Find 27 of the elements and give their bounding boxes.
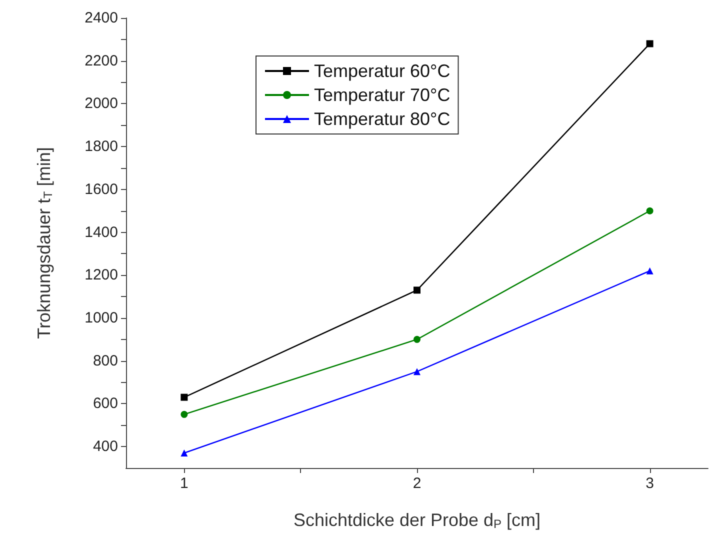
x-tick-label: 3	[646, 475, 654, 492]
point	[414, 286, 420, 294]
legend-label: Temperatur 60°C	[314, 61, 450, 81]
legend-label: Temperatur 80°C	[314, 109, 450, 129]
y-tick-label: 600	[92, 395, 118, 412]
y-tick-label: 1600	[84, 180, 118, 198]
point	[180, 394, 188, 401]
point	[180, 410, 188, 418]
y-tick-label: 400	[92, 438, 118, 456]
x-tick-label: 2	[412, 475, 422, 492]
y-tick-label: 1800	[84, 138, 118, 156]
y-tick-label: 800	[92, 352, 118, 370]
legend-label: Temperatur 70°C	[314, 85, 450, 105]
y-axis-title: Troknungsdauer tT [min]	[34, 147, 55, 339]
point	[414, 368, 420, 376]
point	[414, 336, 420, 343]
point	[180, 450, 188, 456]
y-tick-label: 2400	[84, 10, 118, 26]
point	[646, 267, 654, 274]
y-tick-label: 1400	[84, 224, 118, 241]
x-tick-label: 1	[180, 475, 188, 492]
y-tick-label: 2200	[84, 52, 118, 70]
y-tick-label: 2000	[84, 95, 118, 112]
point	[646, 207, 654, 214]
y-tick-label: 1200	[84, 266, 118, 284]
y-tick-label: 1000	[84, 310, 118, 326]
point	[646, 40, 654, 48]
